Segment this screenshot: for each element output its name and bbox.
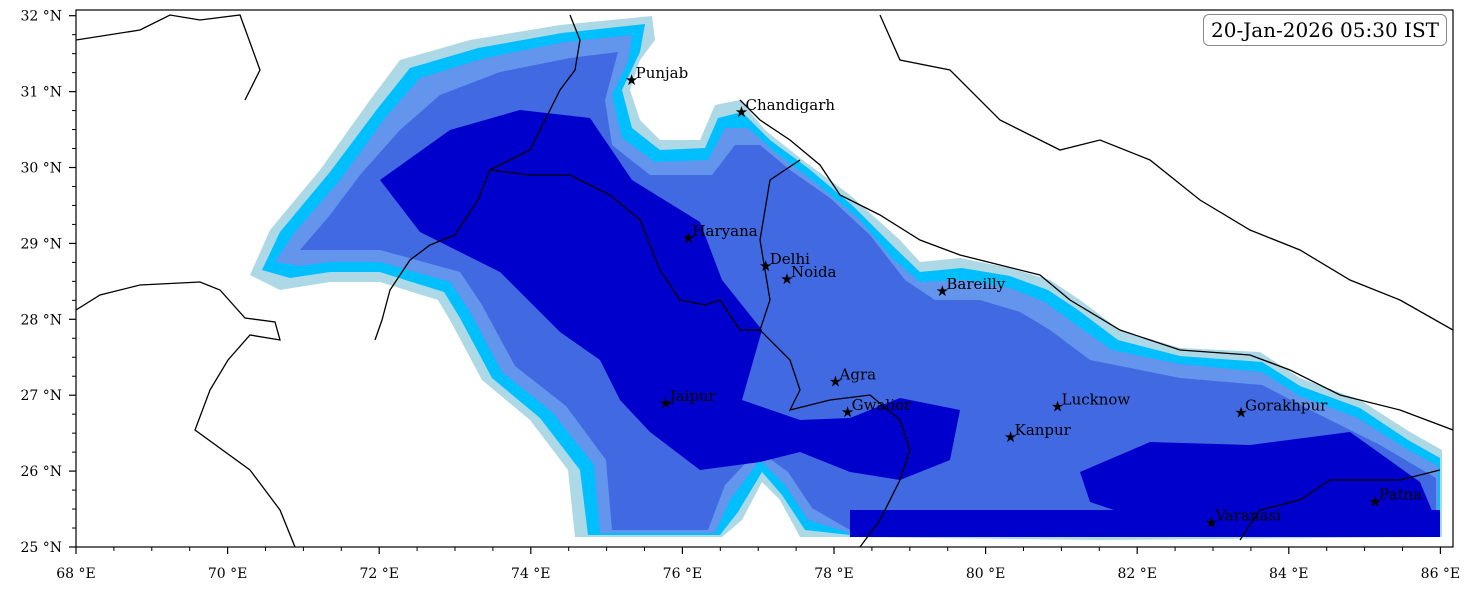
x-tick-label: 78 °E (814, 566, 853, 582)
city-gorakhpur: ★Gorakhpur (1234, 397, 1328, 422)
y-tick-label: 27 °N (20, 388, 62, 404)
city-label: Gorakhpur (1245, 397, 1328, 415)
border-line (759, 329, 911, 547)
fog-layers (250, 16, 1442, 540)
star-icon: ★ (936, 282, 949, 300)
axes: 68 °E 70 °E 72 °E 74 °E 76 °E 78 °E 80 °E 82 °E… (20, 9, 1460, 582)
city-agra: ★Agra (829, 366, 876, 391)
fog-layer-5 (850, 510, 1440, 537)
city-lucknow: ★Lucknow (1051, 391, 1131, 416)
city-label: Varanasi (1214, 507, 1281, 525)
y-tick-label: 29 °N (20, 236, 62, 252)
city-label: Agra (839, 366, 877, 384)
city-noida: ★Noida (780, 263, 836, 288)
border-line (739, 99, 1453, 431)
border-line (879, 14, 1453, 331)
city-gwalior: ★Gwalior (841, 396, 912, 421)
fog-layer-5 (1080, 432, 1440, 535)
city-punjab: ★Punjab (625, 64, 688, 89)
star-icon: ★ (625, 71, 638, 89)
x-tick-label: 76 °E (663, 566, 702, 582)
star-icon: ★ (780, 270, 793, 288)
fog-layer-5 (380, 110, 960, 480)
city-label: Patna (1379, 485, 1422, 503)
star-icon: ★ (1205, 514, 1218, 532)
star-icon: ★ (759, 257, 772, 275)
city-varanasi: ★Varanasi (1205, 507, 1282, 532)
country-borders (76, 14, 1453, 547)
city-bareilly: ★Bareilly (936, 275, 1006, 300)
star-icon: ★ (1004, 428, 1017, 446)
x-tick-label: 70 °E (208, 566, 247, 582)
y-tick-label: 31 °N (20, 85, 62, 101)
x-tick-label: 86 °E (1421, 566, 1460, 582)
city-label: Noida (791, 263, 837, 281)
x-tick-label: 84 °E (1269, 566, 1308, 582)
city-label: Jaipur (668, 387, 717, 405)
star-icon: ★ (1051, 398, 1064, 416)
border-line (489, 159, 801, 331)
city-chandigarh: ★Chandigarh (735, 96, 836, 121)
city-label: Chandigarh (746, 96, 836, 114)
city-jaipur: ★Jaipur (659, 387, 717, 412)
star-icon: ★ (841, 403, 854, 421)
star-icon: ★ (682, 229, 695, 247)
star-icon: ★ (659, 394, 672, 412)
city-label: Gwalior (852, 396, 912, 414)
border-line (76, 281, 296, 547)
star-icon: ★ (1234, 404, 1247, 422)
city-haryana: ★Haryana (682, 222, 758, 247)
border-line (374, 14, 581, 341)
y-tick-label: 25 °N (20, 540, 62, 556)
y-tick-label: 32 °N (20, 9, 62, 25)
x-tick-label: 68 °E (56, 566, 95, 582)
border-line (76, 14, 261, 101)
city-markers: ★Punjab★Chandigarh★Haryana★Delhi★Noida★B… (625, 64, 1422, 531)
city-label: Delhi (770, 250, 810, 268)
map-frame (75, 9, 1454, 548)
x-tick-label: 74 °E (511, 566, 550, 582)
x-tick-label: 80 °E (966, 566, 1005, 582)
star-icon: ★ (735, 103, 748, 121)
city-patna: ★Patna (1368, 485, 1422, 510)
y-tick-label: 28 °N (20, 312, 62, 328)
x-tick-label: 82 °E (1117, 566, 1156, 582)
city-kanpur: ★Kanpur (1004, 421, 1072, 446)
city-delhi: ★Delhi (759, 250, 810, 275)
border-line (1239, 469, 1441, 541)
city-label: Kanpur (1015, 421, 1072, 439)
star-icon: ★ (1368, 492, 1381, 510)
city-label: Haryana (692, 222, 757, 240)
timestamp-label: 20-Jan-2026 05:30 IST (1203, 14, 1447, 46)
city-label: Punjab (636, 64, 689, 82)
y-tick-label: 30 °N (20, 161, 62, 177)
x-tick-label: 72 °E (359, 566, 398, 582)
city-label: Bareilly (946, 275, 1005, 293)
city-label: Lucknow (1062, 391, 1131, 409)
star-icon: ★ (829, 373, 842, 391)
y-tick-label: 26 °N (20, 464, 62, 480)
